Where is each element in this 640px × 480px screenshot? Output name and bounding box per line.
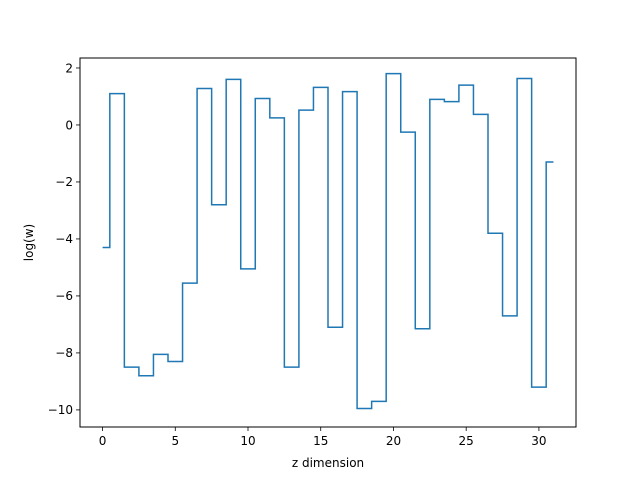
y-tick-label: −10 — [48, 403, 73, 417]
y-axis-label: log(w) — [22, 224, 36, 261]
x-tick-label: 10 — [240, 434, 255, 448]
x-tick-label: 20 — [386, 434, 401, 448]
y-tick-label: −2 — [55, 175, 73, 189]
x-axis-label: z dimension — [292, 456, 364, 470]
x-ticks: 0 5 10 15 20 25 30 — [99, 427, 547, 448]
x-tick-label: 0 — [99, 434, 107, 448]
y-tick-label: 2 — [65, 61, 73, 75]
plot-frame — [79, 57, 577, 428]
x-tick-label: 25 — [459, 434, 474, 448]
y-tick-label: −6 — [55, 289, 73, 303]
y-tick-label: −4 — [55, 232, 73, 246]
y-ticks: −10 −8 −6 −4 −2 0 2 — [48, 61, 80, 417]
y-tick-label: −8 — [55, 346, 73, 360]
x-tick-label: 15 — [313, 434, 328, 448]
axes-layer — [79, 57, 577, 428]
series-line — [102, 72, 554, 410]
y-tick-label: 0 — [65, 118, 73, 132]
series-layer — [102, 72, 554, 410]
x-tick-label: 30 — [531, 434, 546, 448]
x-tick-label: 5 — [171, 434, 179, 448]
